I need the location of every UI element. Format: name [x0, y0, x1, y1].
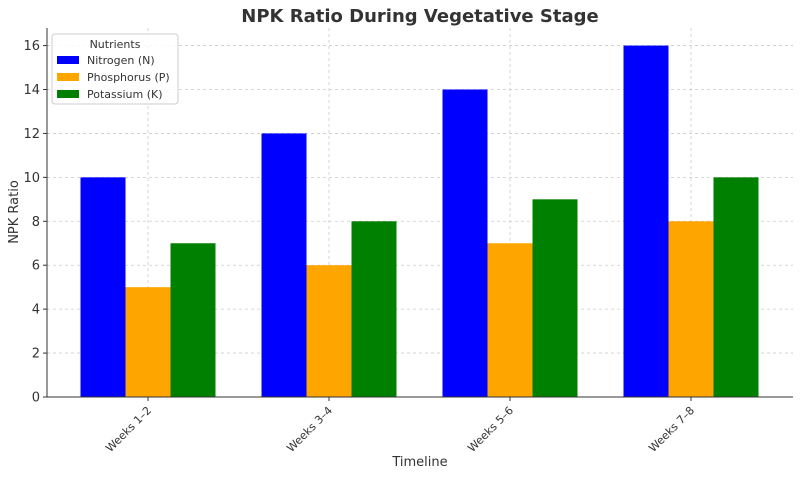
legend-box	[51, 33, 179, 105]
y-tick-label: 4	[32, 303, 40, 318]
y-axis-label: NPK Ratio	[7, 180, 22, 244]
x-axis-label: Timeline	[391, 455, 447, 470]
legend-items: Nitrogen (N) Phosphorus (P) Potassium (K)	[57, 54, 170, 101]
x-tick-label: Weeks 5–6	[465, 404, 516, 455]
chart-title: NPK Ratio During Vegetative Stage	[241, 6, 598, 27]
legend-swatch	[57, 90, 79, 98]
y-tick-label: 16	[23, 39, 40, 54]
bar	[668, 221, 714, 397]
y-tick-label: 12	[23, 127, 40, 142]
y-tick-label: 14	[23, 83, 40, 98]
y-tick-label: 0	[32, 391, 40, 406]
legend-label: Potassium (K)	[87, 88, 163, 101]
x-tick-label: Weeks 1–2	[103, 404, 154, 455]
bar	[351, 221, 397, 397]
y-tick-label: 2	[32, 347, 40, 362]
legend: Nutrients Nitrogen (N) Phosphorus (P) Pota…	[51, 33, 179, 105]
y-tick-label: 6	[32, 259, 40, 274]
bar	[487, 243, 533, 397]
bar	[125, 287, 171, 397]
x-tick-label: Weeks 3–4	[284, 404, 335, 455]
bar	[532, 199, 578, 397]
bar	[306, 265, 352, 397]
legend-swatch	[57, 56, 79, 64]
bar	[442, 89, 488, 397]
y-tick-label: 8	[32, 215, 40, 230]
bar	[623, 45, 669, 397]
bar	[713, 177, 759, 397]
bar	[261, 133, 307, 397]
legend-label: Phosphorus (P)	[87, 71, 170, 84]
legend-label: Nitrogen (N)	[87, 54, 155, 67]
legend-swatch	[57, 73, 79, 81]
bar	[170, 243, 216, 397]
bar	[80, 177, 126, 397]
y-tick-label: 10	[23, 171, 40, 186]
legend-title: Nutrients	[90, 38, 141, 51]
x-tick-label: Weeks 7–8	[646, 404, 697, 455]
bars	[80, 45, 759, 397]
